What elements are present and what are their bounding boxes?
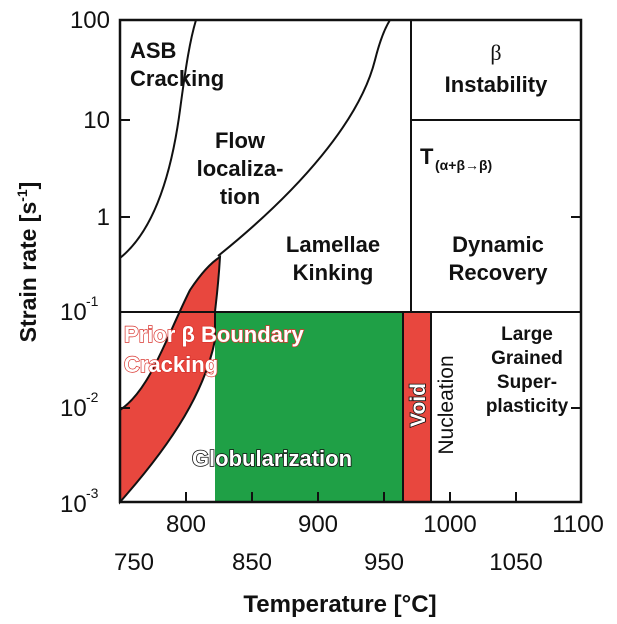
ticks [120,119,581,502]
label-beta-transus: T (α+β→β) [420,144,492,173]
x-axis-title: Temperature [°C] [243,591,436,618]
x-tick-750: 750 [114,549,154,576]
svg-text:tion: tion [220,184,260,209]
label-nucleation: Nucleation [435,355,458,454]
svg-text:10: 10 [60,491,87,518]
svg-text:Instability: Instability [445,72,548,97]
y-axis-title: Strain rate [s-1] [14,182,41,343]
svg-text:Dynamic: Dynamic [452,232,544,257]
label-void: Void [407,383,430,427]
svg-text:(α+β→β): (α+β→β) [435,157,492,173]
y-tick-1e-1: 10 -1 [60,293,99,326]
label-large-grained-superplasticity: Large Grained Super- plasticity [486,324,569,417]
svg-text:Large: Large [501,324,553,345]
svg-text:10: 10 [60,299,87,326]
svg-text:Prior β Boundary: Prior β Boundary [124,322,304,347]
svg-text:β: β [490,40,501,65]
prior-beta-cracking-region [119,255,222,505]
x-tick-800: 800 [166,511,206,538]
globularization-region [215,312,403,502]
svg-text:Lamellae: Lamellae [286,232,380,257]
svg-text:Super-: Super- [497,372,557,393]
flow-localization-curve [217,19,391,257]
y-tick-1e-2: 10 -2 [60,389,99,422]
label-dynamic-recovery: Dynamic Recovery [448,232,548,285]
svg-text:plasticity: plasticity [486,396,569,417]
svg-text:10: 10 [60,395,87,422]
svg-text:-1: -1 [86,293,99,309]
label-beta-instability: β Instability [445,40,548,97]
label-asb-cracking: ASB Cracking [130,38,224,91]
svg-text:-2: -2 [86,389,99,405]
svg-text:localiza-: localiza- [197,156,284,181]
svg-text:Cracking: Cracking [130,66,224,91]
svg-text:-3: -3 [86,485,99,501]
y-tick-100: 100 [70,7,110,34]
label-flow-localization: Flow localiza- tion [197,128,284,209]
svg-text:Cracking: Cracking [124,352,218,377]
label-prior-beta-cracking: Prior β Boundary Cracking [123,321,305,377]
svg-text:Strain rate [s-1]: Strain rate [s-1] [14,182,41,343]
x-tick-900: 900 [298,511,338,538]
y-tick-1: 1 [97,204,110,231]
x-tick-950: 950 [364,549,404,576]
label-globularization: Globularization [192,446,352,471]
svg-text:Kinking: Kinking [293,260,374,285]
svg-text:T: T [420,144,434,169]
svg-text:Flow: Flow [215,128,266,153]
x-tick-1050: 1050 [489,549,542,576]
svg-text:Recovery: Recovery [448,260,548,285]
x-tick-1000: 1000 [423,511,476,538]
label-lamellae-kinking: Lamellae Kinking [286,232,380,285]
asb-boundary-curve [119,19,197,259]
x-tick-1100: 1100 [552,511,604,538]
x-tick-850: 850 [232,549,272,576]
svg-text:Grained: Grained [491,348,563,369]
y-tick-10: 10 [83,107,110,134]
plot-frame [118,18,583,504]
svg-text:ASB: ASB [130,38,176,63]
y-tick-1e-3: 10 -3 [60,485,99,518]
